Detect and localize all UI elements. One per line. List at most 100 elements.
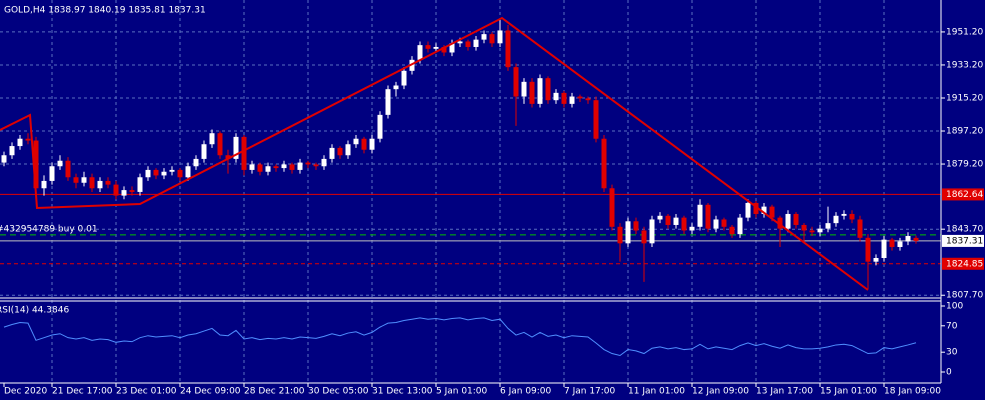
trend-line xyxy=(0,16,869,291)
price-level-label: 1824.85 xyxy=(946,259,983,269)
candle-body xyxy=(217,133,223,156)
x-tick-label: Dec 2020 xyxy=(4,387,47,397)
candle-body xyxy=(337,147,343,156)
x-tick-label: 5 Jan 01:00 xyxy=(436,387,488,397)
candle-body xyxy=(697,204,703,227)
candle-body xyxy=(265,166,271,172)
candle-body xyxy=(257,164,263,172)
candle-body xyxy=(225,155,231,159)
rsi-line xyxy=(3,317,917,357)
grid xyxy=(0,0,945,387)
candle-body xyxy=(849,213,855,220)
candle-body xyxy=(553,92,559,101)
x-tick-label: 12 Jan 09:00 xyxy=(692,387,749,397)
x-tick-label: 7 Jan 17:00 xyxy=(564,387,616,397)
candle-body xyxy=(873,257,879,262)
candle-body xyxy=(353,138,359,145)
y-tick-label: 70 xyxy=(946,321,958,331)
candle-body xyxy=(57,160,63,167)
candle-body xyxy=(321,158,327,167)
candle-body xyxy=(737,217,743,235)
candle-body xyxy=(609,188,615,227)
candle-body xyxy=(625,221,631,244)
candle-body xyxy=(425,45,431,49)
candle-body xyxy=(521,81,527,97)
candle-body xyxy=(297,162,303,170)
candle-body xyxy=(233,136,239,159)
x-tick-label: 6 Jan 09:00 xyxy=(500,387,552,397)
candle-body xyxy=(201,144,207,159)
candle-body xyxy=(913,237,919,241)
candle-body xyxy=(865,237,871,262)
candle-body xyxy=(657,215,663,220)
candle-body xyxy=(465,41,471,47)
candle-body xyxy=(441,46,447,53)
candle-body xyxy=(593,100,599,139)
candle-body xyxy=(345,144,351,156)
x-tick-label: 18 Jan 09:00 xyxy=(884,387,941,397)
price-level-box xyxy=(942,188,984,201)
candle-body xyxy=(33,140,39,189)
y-tick-label: 1933.20 xyxy=(946,60,983,70)
candle-body xyxy=(881,239,887,258)
candle-body xyxy=(481,34,487,40)
y-tick-label: 1951.20 xyxy=(946,27,983,37)
candle-body xyxy=(273,166,279,169)
candle-body xyxy=(753,202,759,214)
x-tick-label: 21 Dec 17:00 xyxy=(52,387,113,397)
candle-body xyxy=(809,230,815,233)
candle-body xyxy=(561,92,567,104)
candle-body xyxy=(569,96,575,104)
x-tick-label: 24 Dec 09:00 xyxy=(180,387,241,397)
candle-body xyxy=(73,177,79,183)
candle-body xyxy=(417,45,423,60)
candle-body xyxy=(97,180,103,189)
x-tick-label: 28 Dec 21:00 xyxy=(244,387,305,397)
y-tick-label: 1843.70 xyxy=(946,225,983,235)
y-tick-label: 1879.20 xyxy=(946,160,983,170)
candle-body xyxy=(705,204,711,229)
candle-body xyxy=(665,215,671,225)
candle-body xyxy=(633,221,639,231)
candle-body xyxy=(673,217,679,225)
candle-body xyxy=(185,166,191,178)
candle-body xyxy=(761,206,767,214)
candle-body xyxy=(449,43,455,53)
candle-body xyxy=(401,70,407,86)
order-label: #432954789 buy 0.01 xyxy=(0,224,98,234)
y-tick-label: 100 xyxy=(946,302,963,312)
candle-body xyxy=(537,78,543,104)
x-tick-label: 30 Dec 05:00 xyxy=(308,387,369,397)
candle-body xyxy=(497,30,503,44)
candle-body xyxy=(713,219,719,229)
candle-body xyxy=(361,138,367,150)
candle-body xyxy=(513,67,519,97)
marks xyxy=(0,19,941,357)
candle-body xyxy=(457,41,463,44)
candle-body xyxy=(241,136,247,170)
candle-body xyxy=(585,98,591,101)
price-level-box xyxy=(942,257,984,270)
candle-body xyxy=(9,146,15,156)
candle-body xyxy=(177,169,183,178)
candle-body xyxy=(137,177,143,192)
candle-body xyxy=(777,217,783,229)
candle-body xyxy=(161,171,167,176)
candle-body xyxy=(129,190,135,192)
y-tick-label: 1897.20 xyxy=(946,127,983,137)
candle-body xyxy=(89,177,95,189)
x-tick-label: 31 Dec 13:00 xyxy=(372,387,433,397)
candle-body xyxy=(897,241,903,247)
candle-body xyxy=(121,190,127,196)
candle-body xyxy=(689,226,695,231)
candle-body xyxy=(25,138,31,141)
candle-body xyxy=(369,138,375,150)
y-tick-label: 1915.20 xyxy=(946,93,983,103)
candle-body xyxy=(473,39,479,47)
last-price-label: 1837.31 xyxy=(946,236,983,246)
labels: 1951.20 1933.20 1915.20 1897.20 1879.20 1843.… xyxy=(0,27,984,397)
candle-body xyxy=(617,226,623,244)
